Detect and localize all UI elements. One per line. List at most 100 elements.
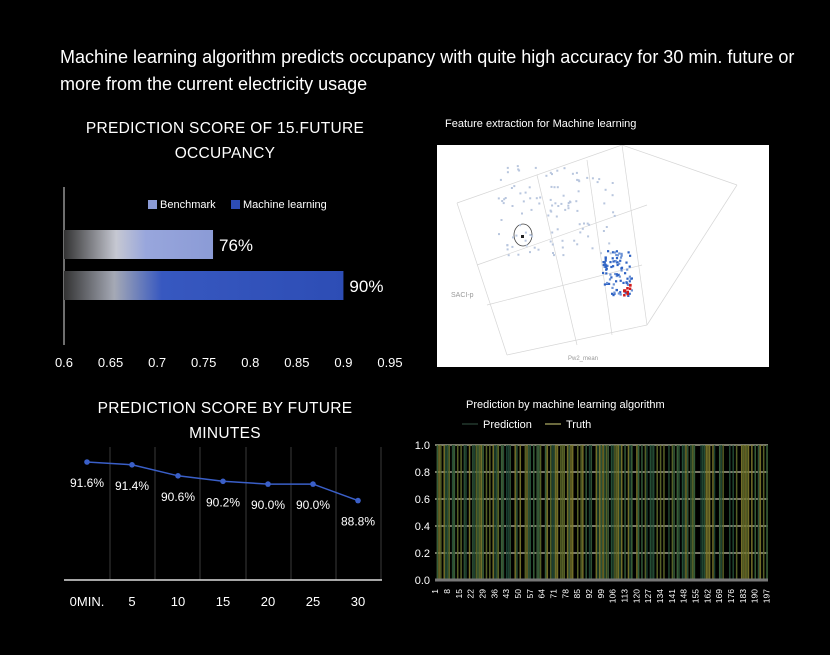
- truth-bar: [600, 445, 603, 580]
- scatter-point-blue: [611, 292, 614, 295]
- prediction-bar: [673, 445, 675, 580]
- scatter-point-light: [506, 166, 509, 169]
- prediction-bar: [600, 445, 602, 580]
- scatter-point-light: [497, 197, 500, 200]
- scatter-point-light: [539, 196, 542, 199]
- scatter-point-light: [500, 219, 503, 221]
- scatter-point-light: [513, 185, 516, 188]
- scatter-point-light: [552, 252, 554, 254]
- pred-x-tick: 127: [643, 589, 653, 603]
- truth-bar: [641, 445, 643, 580]
- prediction-bar: [446, 445, 449, 580]
- truth-bar: [556, 445, 559, 580]
- prediction-bar: [590, 445, 592, 580]
- truth-bar: [561, 445, 564, 580]
- scatter-point-light: [551, 243, 554, 246]
- truth-bar: [563, 445, 565, 580]
- prediction-bar: [527, 445, 530, 580]
- line-data-label: 88.8%: [341, 515, 375, 529]
- truth-bar: [497, 445, 500, 580]
- prediction-bar: [649, 445, 652, 580]
- scatter-point-light: [561, 239, 564, 242]
- truth-bar: [495, 445, 498, 580]
- truth-bar: [631, 445, 633, 580]
- truth-bar: [624, 445, 626, 580]
- scatter-point-blue: [618, 262, 621, 265]
- scatter-point-blue: [608, 278, 612, 281]
- line-x-tick: 5: [128, 594, 135, 609]
- scatter-point-blue: [618, 275, 621, 278]
- legend-truth-line: [545, 423, 561, 425]
- scatter-point-light: [588, 223, 591, 226]
- truth-bar: [690, 445, 692, 580]
- scatter-point-light: [556, 169, 559, 172]
- truth-bar: [526, 445, 528, 580]
- prediction-bar: [732, 445, 734, 580]
- pred-x-tick: 50: [513, 589, 523, 599]
- scatter-point-light: [576, 178, 579, 181]
- legend-benchmark-swatch: [148, 200, 157, 209]
- scatter-point-light: [602, 230, 605, 232]
- scatter-point-light: [518, 169, 521, 172]
- scatter-point-blue: [613, 291, 616, 294]
- prediction-bar: [551, 445, 553, 580]
- prediction-bar: [702, 445, 704, 580]
- legend-benchmark-label: Benchmark: [160, 199, 216, 211]
- legend-machine-learning: Machine learning: [231, 199, 327, 211]
- scatter-point-light: [600, 252, 602, 255]
- scatter-point-light: [519, 192, 522, 195]
- prediction-bar: [757, 445, 760, 580]
- scatter-point-light: [549, 198, 552, 201]
- scatter-point-blue: [607, 250, 610, 253]
- scatter-point-blue: [627, 251, 630, 254]
- prediction-bar: [451, 445, 454, 580]
- scatter-point-light: [579, 231, 582, 234]
- prediction-bar: [529, 445, 532, 580]
- truth-bar: [475, 445, 478, 580]
- pred-x-tick: 92: [584, 589, 594, 599]
- scatter-point-light: [586, 222, 589, 225]
- truth-bar: [580, 445, 582, 580]
- pred-y-tick: 0.0: [415, 575, 430, 587]
- scatter-point-light: [551, 204, 554, 207]
- scatter-point-blue: [602, 271, 605, 275]
- scatter-point-blue: [603, 265, 606, 268]
- scatter-point-blue: [605, 264, 608, 267]
- feature-axis-label-2: Pw2_mean: [568, 356, 598, 362]
- prediction-bar: [619, 445, 621, 580]
- pred-x-tick: 36: [489, 589, 499, 599]
- pred-x-tick: 78: [560, 589, 570, 599]
- bar-x-tick: 0.6: [55, 355, 73, 370]
- truth-bar: [538, 445, 540, 580]
- truth-bar: [751, 445, 753, 580]
- scatter-point-blue: [612, 294, 615, 297]
- pred-y-tick: 0.2: [415, 548, 430, 560]
- pred-x-tick: 148: [679, 589, 689, 603]
- truth-bar: [519, 445, 522, 580]
- truth-bar: [617, 445, 620, 580]
- prediction-bar: [445, 445, 447, 580]
- scatter-point-light: [510, 187, 513, 189]
- line-data-label: 90.0%: [296, 498, 330, 512]
- line-point: [220, 478, 226, 485]
- scatter-point-blue: [620, 266, 624, 269]
- scatter-point-blue: [629, 254, 632, 257]
- scatter-point-blue: [615, 280, 618, 283]
- legend-ml-label: Machine learning: [243, 199, 327, 211]
- scatter-point-blue: [611, 286, 614, 289]
- prediction-bar: [610, 445, 613, 580]
- prediction-bar: [766, 445, 768, 580]
- prediction-bar: [646, 445, 648, 580]
- prediction-bar: [703, 445, 706, 580]
- line-data-label: 91.6%: [70, 476, 104, 490]
- scatter-point-blue: [622, 281, 625, 284]
- scatter-point-light: [507, 254, 510, 257]
- scatter-point-blue: [614, 272, 617, 276]
- truth-bar: [740, 445, 743, 580]
- scatter-point-red: [626, 292, 629, 296]
- scatter-point-blue: [616, 254, 619, 257]
- scatter-point-blue: [626, 268, 629, 271]
- scatter-point-blue: [630, 277, 633, 280]
- line-x-tick: 25: [306, 594, 320, 609]
- scatter-point-blue: [604, 256, 607, 259]
